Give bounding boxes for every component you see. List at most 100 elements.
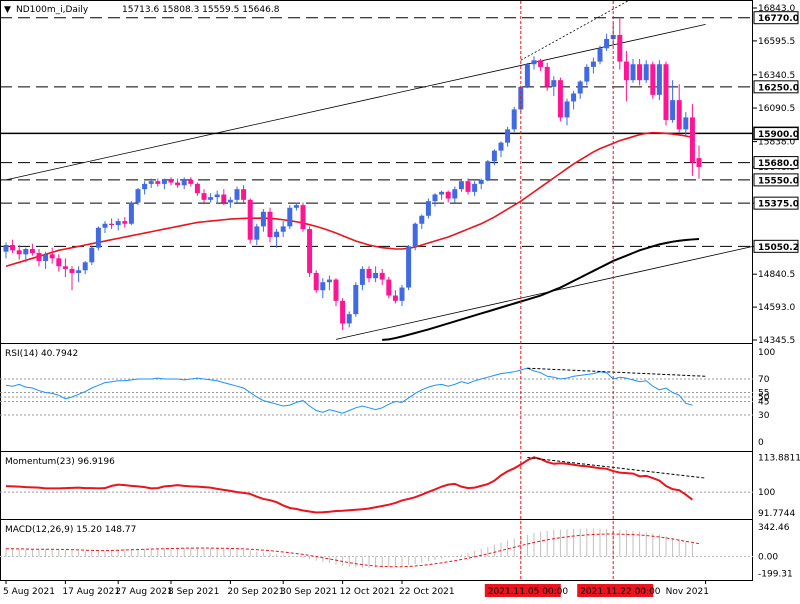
candle-body xyxy=(95,227,101,248)
date-marker-box xyxy=(484,584,561,597)
candle-body xyxy=(472,183,478,192)
candle-body xyxy=(637,64,643,81)
candle-body xyxy=(656,64,662,95)
candle-body xyxy=(260,211,266,227)
momentum-line xyxy=(5,456,694,514)
level-label: 15550.0 xyxy=(758,176,799,186)
x-tick-label: Nov 2021 xyxy=(666,587,709,597)
candle-body xyxy=(531,60,537,65)
candle-body xyxy=(340,300,346,324)
rsi-tick-label: 0 xyxy=(758,438,764,448)
momentum-tick-label: 113.8811 xyxy=(758,453,800,463)
candle-body xyxy=(201,193,207,200)
price-tick-label: 14345.5 xyxy=(758,336,795,346)
candle-body xyxy=(23,249,29,255)
x-tick-label: 5 Aug 2021 xyxy=(3,587,55,597)
candle-body xyxy=(293,205,299,208)
x-tick-label: 17 Aug 2021 xyxy=(62,587,120,597)
chart-menu-arrow-icon[interactable]: ▼ xyxy=(4,5,11,15)
candle-body xyxy=(241,189,247,200)
candle-body xyxy=(379,272,385,280)
rsi-pane xyxy=(0,367,753,416)
candle-body xyxy=(148,181,154,184)
level-label: 15900.0 xyxy=(758,130,799,140)
macd-tick-label: -199.31 xyxy=(758,570,793,580)
candle-body xyxy=(274,231,280,238)
upper-trendline xyxy=(5,23,706,181)
ma-slow-line xyxy=(382,238,700,341)
date-marker-box xyxy=(577,584,654,597)
candle-body xyxy=(36,252,42,261)
date-marker-label: 2021.11.05 00:00 xyxy=(488,587,569,597)
candle-body xyxy=(333,279,339,301)
candle-body xyxy=(590,61,596,67)
candle-body xyxy=(392,295,398,301)
candle-body xyxy=(135,189,141,203)
candle-body xyxy=(300,205,306,230)
candle-body xyxy=(406,246,412,288)
x-tick-label: 8 Sep 2021 xyxy=(168,587,219,597)
candle-body xyxy=(142,183,148,190)
candle-body xyxy=(670,100,676,121)
momentum-tick-label: 100 xyxy=(758,488,775,498)
candle-body xyxy=(538,60,544,67)
price-tick-label: 14593.0 xyxy=(758,303,795,313)
candle-body xyxy=(498,142,504,151)
macd-tick-label: 0.00 xyxy=(758,552,778,562)
candle-body xyxy=(544,66,550,87)
candle-body xyxy=(386,279,392,296)
x-tick-label: 12 Oct 2021 xyxy=(340,587,396,597)
candle-body xyxy=(214,194,220,198)
candle-body xyxy=(478,179,484,184)
price-tick-label: 16340.5 xyxy=(758,71,795,81)
candle-body xyxy=(82,262,88,271)
candle-body xyxy=(115,221,121,226)
rsi-tick-label: 30 xyxy=(758,411,770,421)
candle-body xyxy=(359,268,365,285)
candle-body xyxy=(366,268,372,279)
candle-body xyxy=(76,270,82,273)
candle-body xyxy=(181,179,187,186)
macd-signal-line xyxy=(5,533,700,568)
candle-body xyxy=(109,223,115,226)
candle-body xyxy=(604,38,610,49)
candle-body xyxy=(597,48,603,62)
candle-body xyxy=(663,64,669,121)
momentum-header: Momentum(23) 96.9196 xyxy=(5,457,115,467)
candle-body xyxy=(62,266,68,269)
level-label-box xyxy=(753,126,799,141)
level-label-box xyxy=(753,11,799,25)
plot-frame xyxy=(0,0,753,581)
divergence-trendline xyxy=(520,0,631,61)
candle-body xyxy=(557,80,563,118)
candle-body xyxy=(696,158,702,168)
candle-body xyxy=(458,181,464,190)
macd-tick-label: 342.46 xyxy=(758,523,790,533)
candle-body xyxy=(650,64,656,95)
price-tick-label: 14840.5 xyxy=(758,270,795,280)
candle-body xyxy=(524,64,530,87)
candle-body xyxy=(221,194,227,203)
candle-body xyxy=(208,197,214,200)
level-label-box xyxy=(753,156,799,170)
candle-body xyxy=(161,179,167,184)
rsi-tick-label: 45 xyxy=(758,398,769,408)
candle-body xyxy=(432,194,438,202)
candle-body xyxy=(689,117,695,163)
candle-body xyxy=(29,249,35,253)
candle-body xyxy=(452,189,458,199)
level-label: 16770.0 xyxy=(758,14,799,24)
candle-body xyxy=(175,182,181,186)
candle-body xyxy=(346,314,352,324)
candle-body xyxy=(399,287,405,301)
candle-body xyxy=(227,199,233,203)
candle-body xyxy=(326,279,332,283)
lower-trendline xyxy=(335,245,754,340)
rsi-line xyxy=(5,367,693,414)
rsi-tick-label: 100 xyxy=(758,348,775,358)
candle-body xyxy=(49,254,55,259)
candle-body xyxy=(16,250,22,255)
candle-body xyxy=(3,245,9,252)
price-pane xyxy=(0,0,754,341)
